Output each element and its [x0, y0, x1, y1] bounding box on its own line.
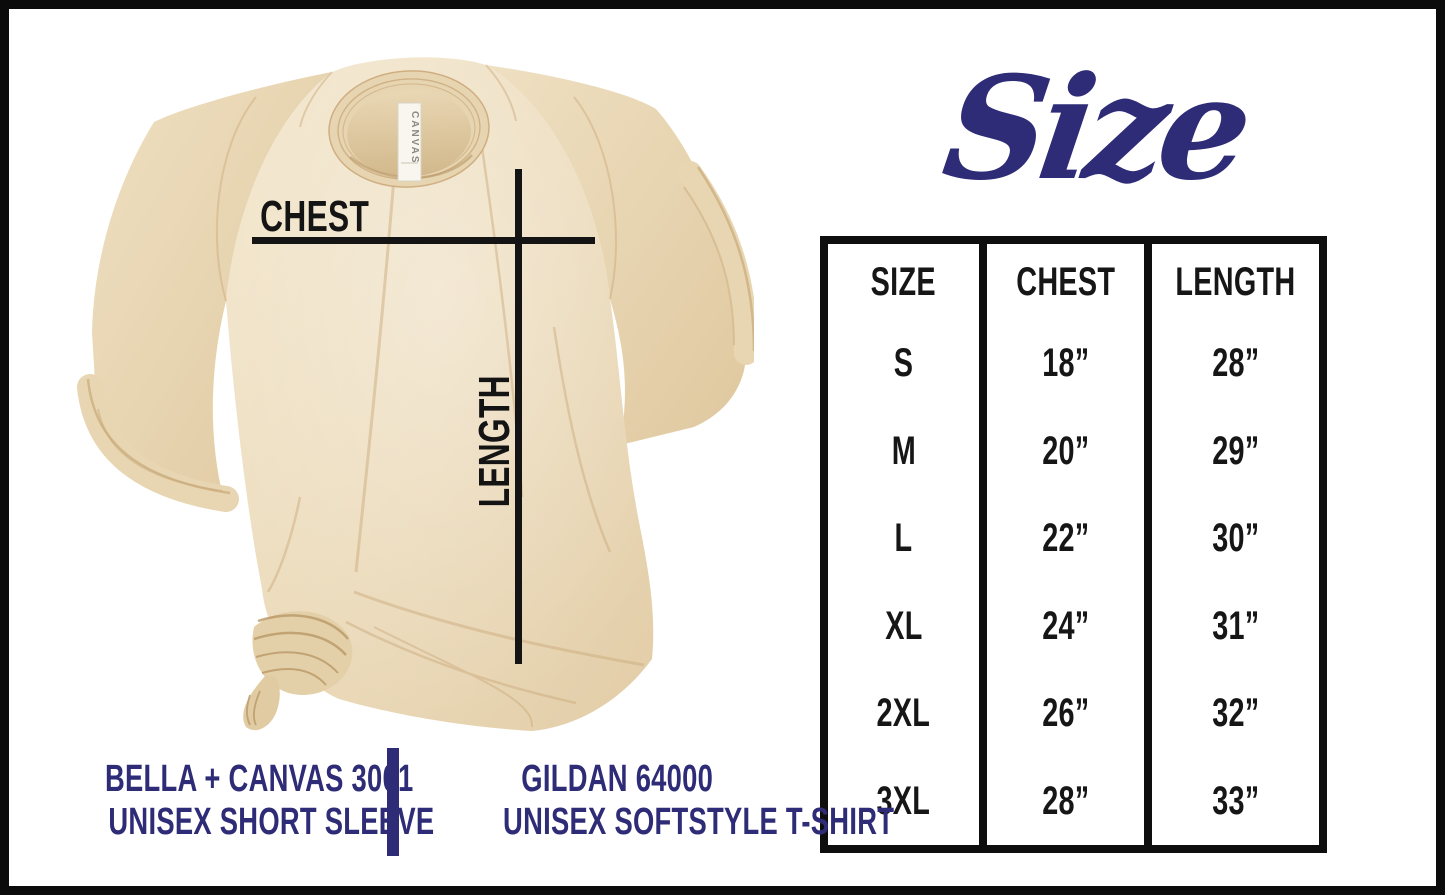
- size-cell: L: [894, 516, 913, 561]
- size-table: SIZE S M L XL 2XL 3XL CHEST 18” 20” 22” …: [820, 236, 1327, 853]
- size-cell: XL: [884, 603, 923, 648]
- column-header-chest: CHEST: [1016, 259, 1116, 304]
- length-cell: 28”: [1211, 341, 1260, 386]
- length-measure-line: [515, 169, 522, 664]
- length-cell: 33”: [1211, 778, 1260, 823]
- tshirt-photo: CANVAS CHEST: [54, 27, 758, 745]
- column-header-length: LENGTH: [1175, 259, 1296, 304]
- tshirt-knot: [243, 611, 353, 731]
- length-cell: 31”: [1211, 603, 1260, 648]
- size-cell: M: [891, 428, 916, 473]
- chest-cell: 24”: [1041, 603, 1090, 648]
- table-divider: [1144, 244, 1153, 845]
- chest-cell: 18”: [1041, 341, 1090, 386]
- length-cell: 29”: [1211, 428, 1260, 473]
- footer-divider-bar: [387, 748, 399, 856]
- neck-tag: CANVAS: [397, 102, 422, 182]
- chest-cell: 26”: [1041, 691, 1090, 736]
- table-divider: [979, 244, 988, 845]
- product-label-line: GILDAN 64000: [521, 758, 713, 800]
- length-column: LENGTH 28” 29” 30” 31” 32” 33”: [1152, 244, 1319, 845]
- tshirt-illustration: CANVAS: [77, 57, 758, 732]
- product-label-bella-canvas: BELLA + CANVAS 3001 UNISEX SHORT SLEEVE: [45, 758, 435, 844]
- page-title: Size Chart: [849, 46, 1282, 417]
- product-label-line: UNISEX SHORT SLEEVE: [108, 801, 435, 843]
- column-header-size: SIZE: [870, 259, 937, 304]
- length-cell: 32”: [1211, 691, 1260, 736]
- length-cell: 30”: [1211, 516, 1260, 561]
- neck-tag-text: CANVAS: [409, 111, 420, 164]
- size-column: SIZE S M L XL 2XL 3XL: [828, 244, 979, 845]
- chest-cell: 28”: [1041, 778, 1090, 823]
- tshirt-left-sleeve: [92, 72, 332, 501]
- chest-cell: 20”: [1041, 428, 1090, 473]
- product-label-gildan: GILDAN 64000 UNISEX SOFTSTYLE T-SHIRT: [427, 758, 895, 844]
- chest-measure-label: CHEST: [260, 192, 370, 241]
- chest-column: CHEST 18” 20” 22” 24” 26” 28”: [987, 244, 1144, 845]
- product-label-line: UNISEX SOFTSTYLE T-SHIRT: [503, 801, 895, 843]
- chest-cell: 22”: [1041, 516, 1090, 561]
- size-cell: 3XL: [876, 778, 931, 823]
- length-measure-label: LENGTH: [470, 375, 519, 508]
- product-label-line: BELLA + CANVAS 3001: [104, 758, 414, 800]
- chest-measure-line: [252, 237, 595, 244]
- size-cell: 2XL: [876, 691, 931, 736]
- size-cell: S: [893, 341, 914, 386]
